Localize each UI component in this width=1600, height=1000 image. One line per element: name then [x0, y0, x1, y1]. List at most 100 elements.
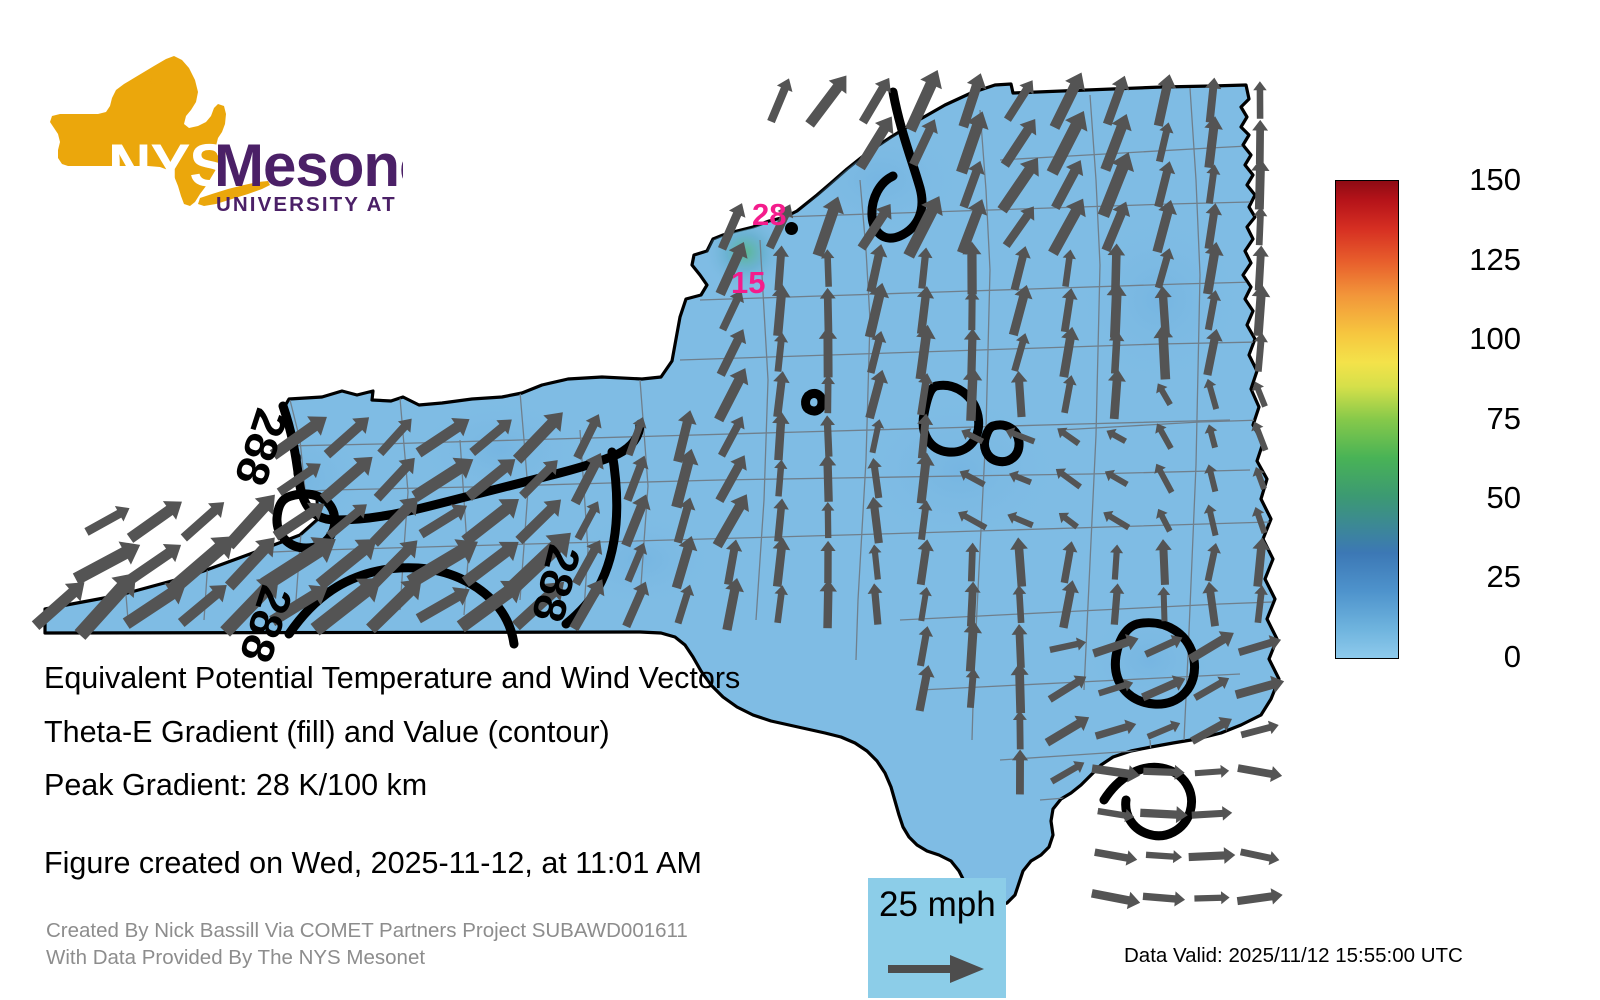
wind-vector-arrow: [716, 329, 747, 377]
caption-line-title: Equivalent Potential Temperature and Win…: [44, 661, 741, 695]
wind-vector-arrow: [1239, 848, 1280, 866]
wind-vector-arrow: [1254, 585, 1268, 624]
wind-vector-arrow: [866, 496, 883, 544]
wind-vector-arrow: [1097, 678, 1134, 697]
wind-vector-arrow: [1237, 764, 1283, 782]
wind-vector-arrow: [867, 457, 883, 499]
wind-vector-arrow: [674, 584, 695, 625]
wind-vector-arrow: [1094, 719, 1137, 740]
wind-vector-arrow: [855, 116, 894, 171]
wind-vector-arrow: [276, 463, 321, 496]
wind-vector-arrow: [765, 204, 794, 250]
wind-vector-arrow: [519, 460, 558, 499]
wind-vector-arrow: [315, 539, 377, 590]
wind-vector-arrow: [512, 581, 565, 631]
wind-vector-arrow: [1049, 761, 1085, 785]
wind-vector-arrow: [1193, 676, 1230, 701]
wind-vector-arrow: [957, 199, 988, 255]
wind-vector-arrow: [1011, 749, 1029, 795]
wind-vector-arrow: [718, 416, 745, 458]
wind-vector-arrow: [624, 542, 648, 583]
wind-vector-arrow: [964, 581, 981, 627]
wind-vector-arrow: [1106, 428, 1128, 444]
wind-vector-arrow: [917, 413, 934, 459]
wind-vector-arrow: [1154, 463, 1175, 494]
wind-vector-arrow: [1155, 122, 1174, 163]
wind-vector-arrow: [31, 582, 85, 630]
wind-vector-arrow: [1010, 537, 1028, 587]
wind-vector-arrow: [515, 499, 562, 545]
wind-vector-arrow: [962, 241, 982, 295]
wind-vector-arrow: [918, 587, 932, 622]
wind-vector-arrow: [959, 469, 986, 488]
wind-vector-arrow: [715, 455, 747, 503]
wind-vector-arrow: [1191, 806, 1233, 821]
credits-line-1: Created By Nick Bassill Via COMET Partne…: [46, 919, 688, 942]
wind-vector-arrow: [503, 532, 571, 597]
wind-vector-arrow: [1003, 80, 1034, 122]
wind-vector-arrow: [1187, 631, 1234, 663]
wind-vector-arrow: [574, 501, 600, 541]
wind-vector-arrow: [917, 373, 934, 416]
wind-vector-arrow: [818, 326, 838, 378]
wind-vector-arrow: [406, 539, 478, 589]
wind-vector-arrow: [903, 196, 943, 259]
wind-vector-arrow: [1194, 891, 1230, 905]
wind-vector-arrow: [1049, 72, 1085, 130]
wind-vector-arrow: [958, 73, 987, 129]
colorbar-tick-100: 100: [1469, 320, 1521, 356]
wind-vector-arrow: [1009, 470, 1033, 486]
wind-vector-arrow: [671, 448, 699, 509]
wind-vector-arrow: [1091, 764, 1140, 783]
station-value-label: 28: [752, 197, 787, 232]
wind-vector-arrow: [1101, 201, 1131, 253]
wind-vector-arrow: [718, 203, 746, 251]
wind-vector-arrow: [1240, 720, 1279, 739]
wind-vector-arrow: [916, 286, 935, 335]
wind-vector-arrow: [1145, 850, 1183, 864]
wind-vector-arrow: [1092, 633, 1139, 658]
wind-vector-arrow: [415, 418, 470, 458]
wind-vector-arrow: [260, 537, 336, 592]
wind-vector-arrow: [1097, 152, 1135, 218]
wind-vector-arrow: [959, 160, 985, 209]
wind-vector-arrow: [866, 244, 888, 293]
wind-vector-arrow: [570, 453, 604, 506]
wind-vector-arrow: [1097, 807, 1135, 823]
wind-vector-arrow: [269, 416, 327, 460]
wind-vector-arrow: [1110, 544, 1124, 580]
wind-vector-arrow: [1252, 245, 1269, 291]
wind-vector-arrow: [772, 245, 789, 291]
wind-vector-arrow: [621, 494, 651, 548]
wind-vector-arrow: [1000, 118, 1037, 168]
wind-vector-arrow: [819, 454, 837, 502]
wind-vector-arrow: [767, 78, 793, 124]
wind-vector-arrow: [1155, 539, 1172, 586]
wind-vector-arrow: [623, 455, 649, 502]
wind-vector-arrow: [1251, 284, 1271, 337]
wind-vector-arrow: [774, 332, 789, 372]
wind-vector-arrow: [1051, 160, 1084, 211]
wind-vector-arrow: [1103, 510, 1131, 531]
colorbar-tick-75: 75: [1486, 400, 1521, 436]
caption-block: Equivalent Potential Temperature and Win…: [44, 663, 874, 901]
wind-vector-arrow: [964, 289, 980, 331]
caption-line-created: Figure created on Wed, 2025-11-12, at 11…: [44, 845, 702, 880]
wind-vector-arrow: [1108, 330, 1125, 374]
wind-vector-arrow: [915, 665, 935, 712]
wind-vector-arrow: [774, 459, 788, 497]
wind-vector-arrow: [1005, 427, 1036, 445]
wind-vector-arrow: [1237, 635, 1282, 656]
wind-vector-arrow: [369, 497, 419, 547]
wind-vector-arrow: [625, 416, 647, 457]
wind-vector-arrow: [1157, 586, 1171, 622]
wind-vector-arrow: [1203, 504, 1219, 537]
wind-vector-arrow: [461, 541, 519, 587]
wind-vector-arrow: [1102, 75, 1130, 126]
wind-vector-arrow: [821, 374, 836, 414]
wind-vector-arrow: [956, 111, 989, 175]
colorbar-tick-0: 0: [1503, 639, 1521, 674]
wind-vector-arrow: [909, 119, 938, 167]
wind-vector-arrow: [724, 539, 743, 586]
wind-vector-arrow: [1188, 847, 1236, 864]
